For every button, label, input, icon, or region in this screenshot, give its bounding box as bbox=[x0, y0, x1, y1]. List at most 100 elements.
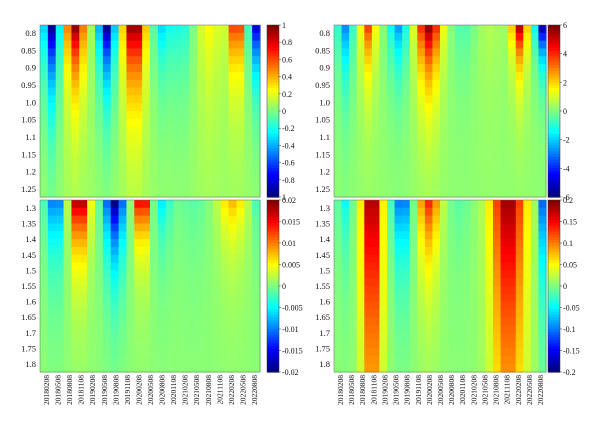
heatmap-cell bbox=[485, 286, 494, 295]
heatmap-cell bbox=[530, 301, 540, 311]
heatmap-cell bbox=[371, 111, 381, 120]
heatmap-cell bbox=[462, 48, 471, 57]
heatmap-cell bbox=[417, 348, 426, 357]
heatmap-cell bbox=[394, 189, 403, 198]
heatmap-cell bbox=[110, 56, 120, 65]
heatmap-cell bbox=[181, 317, 190, 326]
y-tick-label: 1.25 bbox=[315, 184, 330, 194]
heatmap-cell bbox=[394, 95, 403, 104]
colorbar-segment bbox=[548, 119, 560, 124]
heatmap-cell bbox=[220, 348, 230, 357]
heatmap-cell bbox=[252, 56, 261, 65]
heatmap-cell bbox=[530, 270, 540, 279]
y-tick-label: 1.05 bbox=[315, 115, 330, 125]
heatmap-cell bbox=[349, 262, 358, 271]
heatmap-cell bbox=[394, 309, 403, 318]
heatmap-cell bbox=[341, 126, 350, 136]
heatmap-cell bbox=[197, 200, 206, 209]
heatmap-cell bbox=[220, 181, 230, 190]
heatmap-cell bbox=[462, 103, 471, 112]
heatmap-cell bbox=[181, 40, 190, 50]
heatmap-cell bbox=[409, 157, 418, 167]
heatmap-cell bbox=[55, 356, 65, 365]
heatmap-cell bbox=[47, 278, 57, 287]
colorbar-segment bbox=[267, 125, 279, 129]
heatmap-cell bbox=[40, 286, 49, 295]
colorbar-segment bbox=[548, 128, 560, 132]
heatmap-cell bbox=[455, 348, 464, 357]
heatmap-cell bbox=[371, 32, 381, 42]
heatmap-cell bbox=[63, 48, 73, 57]
heatmap-cell bbox=[118, 262, 128, 271]
colorbar-segment bbox=[267, 271, 279, 276]
heatmap-cell bbox=[110, 325, 120, 334]
heatmap-cell bbox=[493, 286, 502, 295]
heatmap-cell bbox=[409, 332, 418, 342]
heatmap-cell bbox=[470, 301, 479, 311]
heatmap-cell bbox=[244, 189, 253, 198]
colorbar-segment bbox=[548, 159, 560, 164]
heatmap-cell bbox=[523, 71, 532, 81]
heatmap-cell bbox=[455, 134, 464, 143]
heatmap-cell bbox=[409, 87, 418, 96]
heatmap-cell bbox=[523, 134, 532, 143]
heatmap-cell bbox=[394, 173, 403, 182]
heatmap-cell bbox=[95, 126, 104, 136]
heatmap-cell bbox=[212, 239, 222, 248]
heatmap-cell bbox=[87, 48, 96, 57]
heatmap-cell bbox=[379, 309, 388, 318]
y-tick-label: 1.8 bbox=[25, 359, 36, 369]
heatmap-cell bbox=[417, 254, 426, 264]
heatmap-cell bbox=[493, 239, 502, 248]
colorbar-segment bbox=[548, 251, 560, 256]
heatmap-cell bbox=[102, 87, 112, 96]
colorbar-tick-label: 0.6 bbox=[282, 55, 292, 64]
heatmap-cell bbox=[150, 87, 159, 96]
heatmap-cell bbox=[244, 223, 253, 232]
heatmap-cell bbox=[447, 254, 456, 264]
heatmap-cell bbox=[236, 207, 245, 217]
heatmap-cell bbox=[530, 56, 540, 65]
heatmap-cell bbox=[87, 356, 96, 365]
heatmap-cell bbox=[126, 71, 135, 81]
colorbar-segment bbox=[548, 108, 560, 112]
heatmap-cell bbox=[150, 325, 159, 334]
heatmap-cell bbox=[157, 32, 167, 42]
heatmap-cell bbox=[379, 270, 388, 279]
heatmap-cell bbox=[432, 118, 441, 128]
heatmap-cell bbox=[110, 103, 120, 112]
heatmap-cell bbox=[334, 48, 343, 57]
heatmap-cell bbox=[485, 95, 494, 104]
heatmap-cell bbox=[334, 200, 343, 209]
heatmap-cell bbox=[142, 293, 151, 303]
heatmap-cell bbox=[447, 246, 456, 256]
heatmap-cell bbox=[356, 25, 365, 34]
heatmap-cell bbox=[157, 118, 167, 128]
heatmap-cell bbox=[228, 364, 238, 373]
x-tick-label: 20211108 bbox=[215, 375, 224, 405]
heatmap-cell bbox=[349, 239, 358, 248]
heatmap-cell bbox=[150, 223, 159, 232]
heatmap-cell bbox=[150, 165, 159, 175]
heatmap-cell bbox=[530, 142, 540, 151]
heatmap-cell bbox=[485, 239, 494, 248]
y-tick-label: 1.75 bbox=[315, 343, 330, 353]
heatmap-cell bbox=[87, 157, 96, 167]
heatmap-cell bbox=[252, 79, 261, 89]
heatmap-cell bbox=[477, 207, 487, 217]
heatmap-cell bbox=[212, 348, 222, 357]
heatmap-cell bbox=[118, 40, 128, 50]
heatmap-cell bbox=[63, 286, 73, 295]
heatmap-cell bbox=[236, 262, 245, 271]
heatmap-cell bbox=[508, 309, 517, 318]
heatmap-cell bbox=[515, 364, 524, 373]
heatmap-cell bbox=[189, 189, 198, 198]
heatmap-cell bbox=[40, 317, 49, 326]
heatmap-cell bbox=[63, 332, 73, 342]
heatmap-cell bbox=[134, 25, 143, 34]
heatmap-cell bbox=[341, 165, 350, 175]
heatmap-cell bbox=[523, 262, 532, 271]
heatmap-cell bbox=[485, 215, 494, 225]
colorbar-segment bbox=[548, 131, 560, 135]
heatmap-cell bbox=[40, 340, 49, 350]
